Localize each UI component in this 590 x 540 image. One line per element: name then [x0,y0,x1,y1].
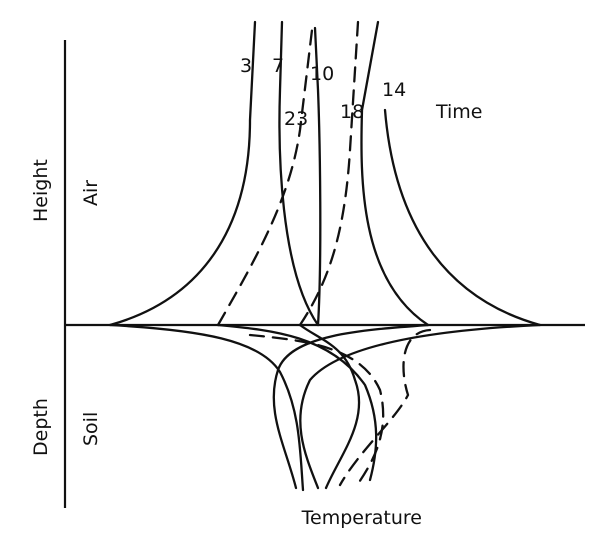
curve-label-10: 10 [310,63,334,85]
air-label: Air [80,180,102,206]
depth-label: Depth [30,398,52,456]
soil-label: Soil [80,412,102,446]
soil-curve-a [108,323,305,492]
air-curve-10 [278,20,320,327]
curve-label-14: 14 [382,79,406,101]
soil-curve-b [216,323,378,482]
air-curve-14b [383,108,542,327]
soil-curve-f [299,323,542,490]
air-curve-3 [108,20,257,327]
curve-label-18: 18 [340,101,364,123]
height-label: Height [30,159,52,222]
curve-label-3: 3 [240,55,252,77]
curve-label-7: 7 [272,55,284,77]
soil-curve-d [272,323,430,490]
curve-label-23: 23 [284,108,308,130]
time-label: Time [435,101,483,123]
soil-curve-e [338,328,432,487]
air-curve-7 [216,28,314,327]
soil-curve-c [248,333,385,490]
air-curve-18 [298,20,360,327]
temperature-label: Temperature [301,507,422,529]
air-curve-23 [313,26,322,327]
soil-curve-g [298,323,361,490]
air-curve-14 [360,20,430,327]
